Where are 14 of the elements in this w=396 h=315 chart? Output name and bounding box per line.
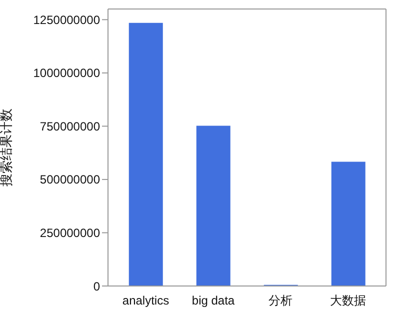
y-tick-label: 750000000	[40, 119, 100, 134]
y-tick-label: 0	[93, 279, 100, 294]
x-tick-label: big data	[192, 294, 235, 308]
y-axis-title: 搜索结果计数	[0, 108, 14, 187]
y-tick-label: 250000000	[40, 226, 100, 240]
x-tick-label: 分析	[268, 294, 293, 308]
bar	[128, 22, 163, 286]
y-tick-label: 1000000000	[33, 66, 100, 80]
x-tick-label: 大数据	[330, 294, 366, 308]
bar	[196, 126, 230, 286]
bar	[331, 162, 366, 286]
x-tick-label: analytics	[122, 294, 170, 308]
y-tick-label: 500000000	[40, 172, 100, 187]
y-tick-label: 1250000000	[33, 12, 100, 27]
